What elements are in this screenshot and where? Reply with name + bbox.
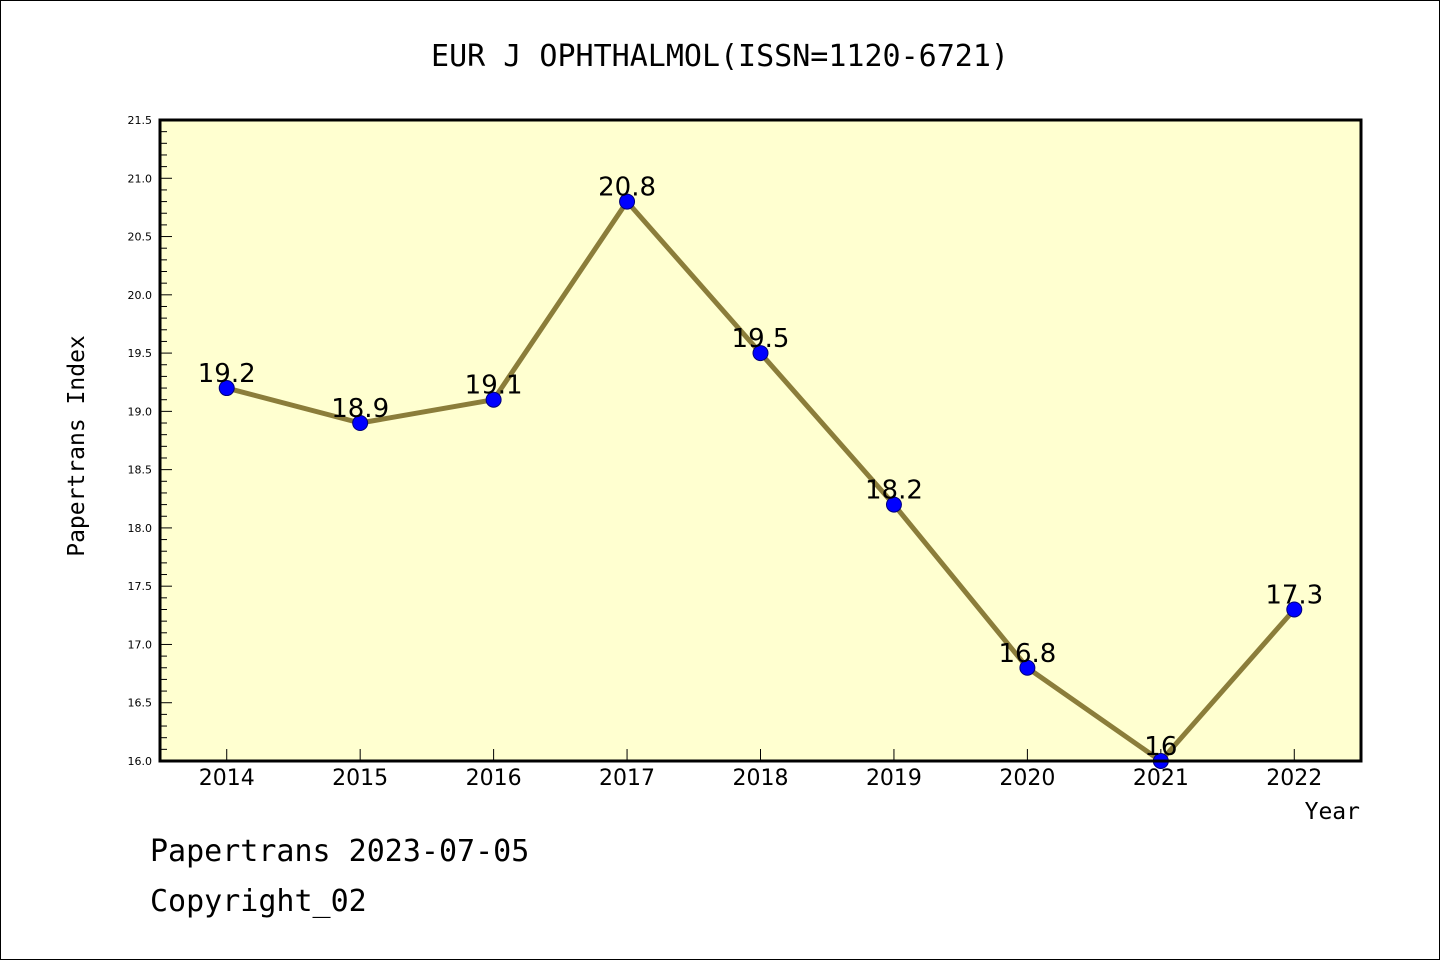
x-tick-label: 2021 — [1133, 766, 1189, 791]
chart-title: EUR J OPHTHALMOL(ISSN=1120-6721) — [431, 39, 1009, 74]
data-label: 18.2 — [865, 476, 923, 506]
y-tick-label: 17.0 — [128, 638, 153, 651]
y-tick-label: 20.5 — [128, 231, 153, 244]
x-axis-label: Year — [1305, 799, 1360, 825]
y-tick-label: 21.0 — [128, 172, 153, 185]
x-tick-label: 2019 — [866, 766, 922, 791]
x-tick-label: 2022 — [1266, 766, 1322, 791]
y-tick-label: 20.0 — [128, 289, 153, 302]
x-tick-label: 2015 — [332, 766, 388, 791]
y-tick-label: 18.5 — [128, 464, 153, 477]
y-tick-label: 16.0 — [128, 755, 153, 768]
data-label: 19.1 — [465, 371, 523, 401]
data-labels: 19.2 18.9 19.1 20.8 19.5 18.2 16.8 16 17.3 — [198, 173, 1323, 762]
x-tick-label: 2018 — [733, 766, 789, 791]
x-axis-ticks: 2014 2015 2016 2017 2018 2019 2020 2021 2022 — [199, 749, 1322, 791]
plot-border — [158, 118, 1363, 763]
data-label: 16.8 — [998, 639, 1056, 669]
data-label: 20.8 — [598, 173, 656, 203]
y-axis-label: Papertrans Index — [64, 335, 90, 557]
footer-copyright: Copyright_02 — [150, 884, 367, 919]
y-tick-label: 19.0 — [128, 405, 153, 418]
data-point — [1019, 659, 1036, 676]
footer-date: Papertrans 2023-07-05 — [150, 834, 530, 869]
plot-area — [160, 120, 1361, 761]
data-point — [352, 415, 369, 432]
data-point — [485, 391, 502, 408]
y-tick-label: 18.0 — [128, 522, 153, 535]
x-tick-label: 2014 — [199, 766, 255, 791]
data-label: 19.5 — [732, 324, 790, 354]
y-tick-label: 16.5 — [128, 697, 153, 710]
y-tick-label: 19.5 — [128, 347, 153, 360]
x-tick-label: 2017 — [599, 766, 655, 791]
y-tick-label: 21.5 — [128, 114, 153, 127]
data-label: 17.3 — [1265, 580, 1323, 610]
y-tick-label: 17.5 — [128, 580, 153, 593]
data-point — [619, 193, 636, 210]
x-tick-label: 2016 — [466, 766, 522, 791]
data-point — [1286, 601, 1303, 618]
data-point — [885, 496, 902, 513]
data-point — [752, 345, 769, 362]
x-tick-label: 2020 — [999, 766, 1055, 791]
data-point — [218, 380, 235, 397]
data-label: 18.9 — [331, 394, 389, 424]
data-label: 16 — [1144, 732, 1177, 762]
data-label: 19.2 — [198, 359, 256, 389]
